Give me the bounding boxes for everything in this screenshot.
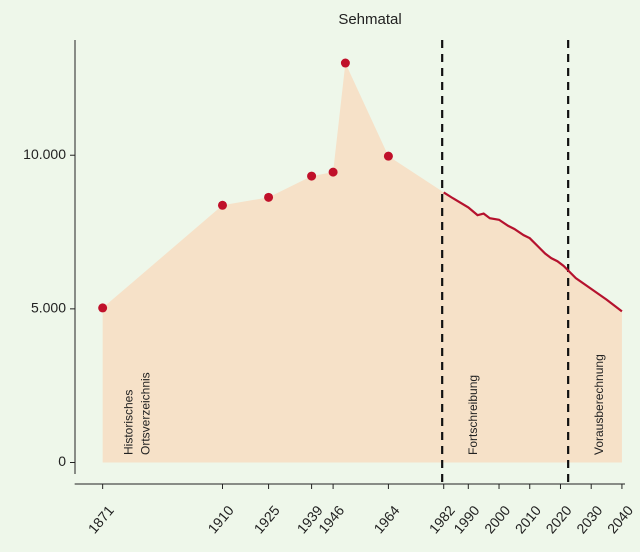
x-tick-label: 1925 (251, 502, 283, 536)
x-tick-label: 2030 (573, 502, 605, 536)
x-tick-label: 1964 (370, 502, 402, 536)
y-tick-label: 5.000 (31, 300, 66, 316)
line (443, 191, 623, 313)
period-label: Vorausberechnung (592, 354, 606, 455)
x-tick-label: 1871 (85, 502, 117, 536)
point (264, 192, 274, 202)
x-tick-label: 1910 (204, 502, 236, 536)
area (102, 63, 622, 463)
y-tick-label: 0 (58, 453, 66, 469)
x-tick-label: 2020 (542, 502, 574, 536)
period-label: Fortschreibung (466, 375, 480, 455)
point (307, 171, 317, 181)
x-tick-label: 2040 (604, 502, 636, 536)
chart-title: Sehmatal (338, 11, 401, 28)
point (340, 58, 350, 68)
period-label: Historisches (122, 390, 136, 455)
x-tick-label: 2010 (512, 502, 544, 536)
period-label: Ortsverzeichnis (139, 372, 153, 455)
point (217, 200, 227, 210)
point (383, 151, 393, 161)
point (98, 303, 108, 313)
x-tick-label: 1990 (450, 502, 482, 536)
x-tick-label: 2000 (481, 502, 513, 536)
x-tick-label: 1982 (426, 502, 458, 536)
x-tick-label: 1946 (315, 502, 347, 536)
point (328, 167, 338, 177)
y-tick-label: 10.000 (23, 146, 66, 162)
